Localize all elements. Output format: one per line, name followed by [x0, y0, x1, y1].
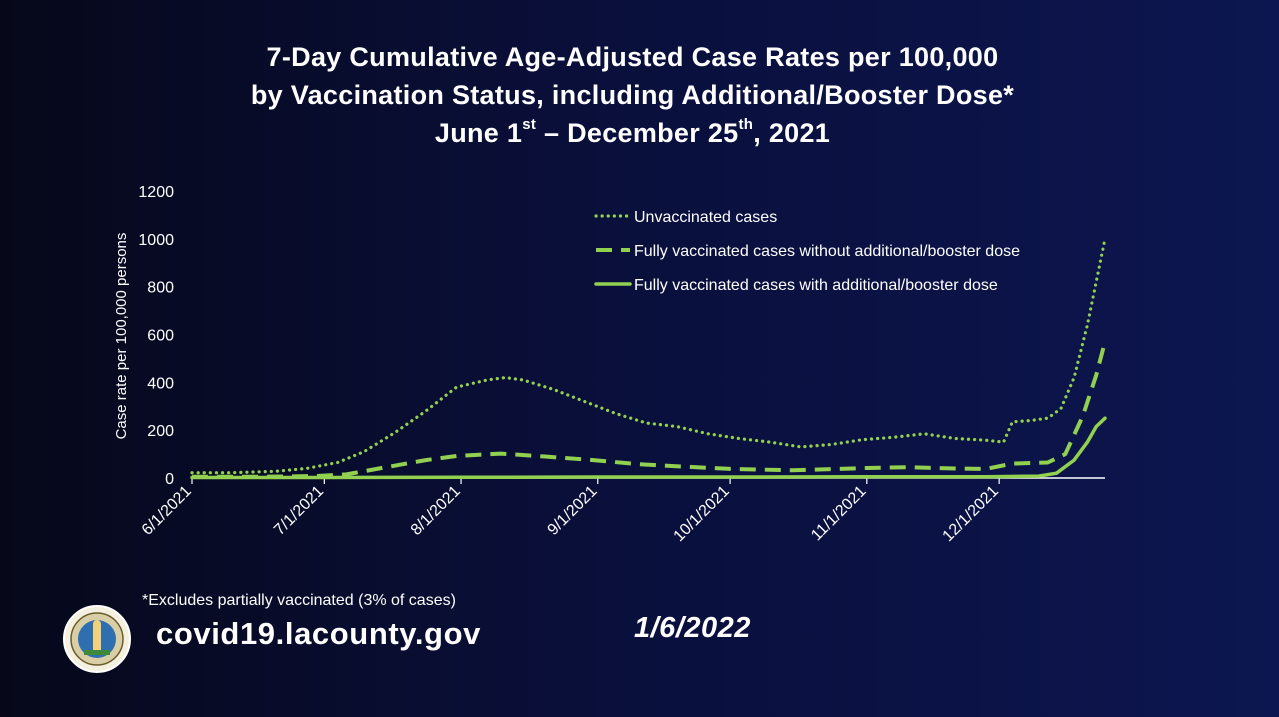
la-county-seal-icon: [63, 605, 131, 673]
title-line-2: by Vaccination Status, including Additio…: [250, 80, 1015, 110]
legend-label-3: Fully vaccinated cases with additional/b…: [634, 277, 998, 294]
title-sup-2: th: [738, 116, 754, 133]
x-tick-label: 6/1/2021: [139, 483, 195, 539]
x-tick-label: 12/1/2021: [940, 483, 1002, 545]
y-tick-label: 800: [147, 280, 174, 297]
y-tick-label: 1200: [138, 184, 174, 201]
title-line-3: June 1st – December 25th, 2021: [0, 114, 1265, 152]
chart-title: 7-Day Cumulative Age-Adjusted Case Rates…: [0, 38, 1265, 152]
title-line-1: 7-Day Cumulative Age-Adjusted Case Rates…: [266, 42, 999, 72]
y-tick-label: 1000: [138, 232, 174, 249]
x-tick-label: 8/1/2021: [408, 483, 464, 539]
x-tick-label: 10/1/2021: [671, 483, 733, 545]
x-tick-label: 7/1/2021: [271, 483, 327, 539]
title-sup-1: st: [522, 116, 537, 133]
x-tick-label: 11/1/2021: [808, 483, 870, 545]
y-tick-label: 400: [147, 375, 174, 392]
y-tick-label: 0: [165, 471, 174, 488]
title-line-3-end: , 2021: [753, 118, 831, 148]
footnote: *Excludes partially vaccinated (3% of ca…: [142, 592, 456, 609]
series-line-1: [190, 237, 1107, 475]
x-tick-label: 9/1/2021: [545, 483, 601, 539]
title-line-3-mid: – December 25: [536, 118, 739, 148]
y-tick-label: 200: [147, 423, 174, 440]
report-date: 1/6/2022: [634, 612, 751, 644]
y-tick-label: 600: [147, 328, 174, 345]
website-link[interactable]: covid19.lacounty.gov: [156, 616, 481, 651]
legend-label-1: Unvaccinated cases: [634, 209, 777, 226]
series-line-2: [192, 341, 1107, 479]
y-axis-label: Case rate per 100,000 persons: [113, 233, 130, 440]
series-line-3: [190, 416, 1107, 480]
title-line-3-start: June 1: [434, 118, 523, 148]
legend-label-2: Fully vaccinated cases without additiona…: [634, 243, 1020, 260]
